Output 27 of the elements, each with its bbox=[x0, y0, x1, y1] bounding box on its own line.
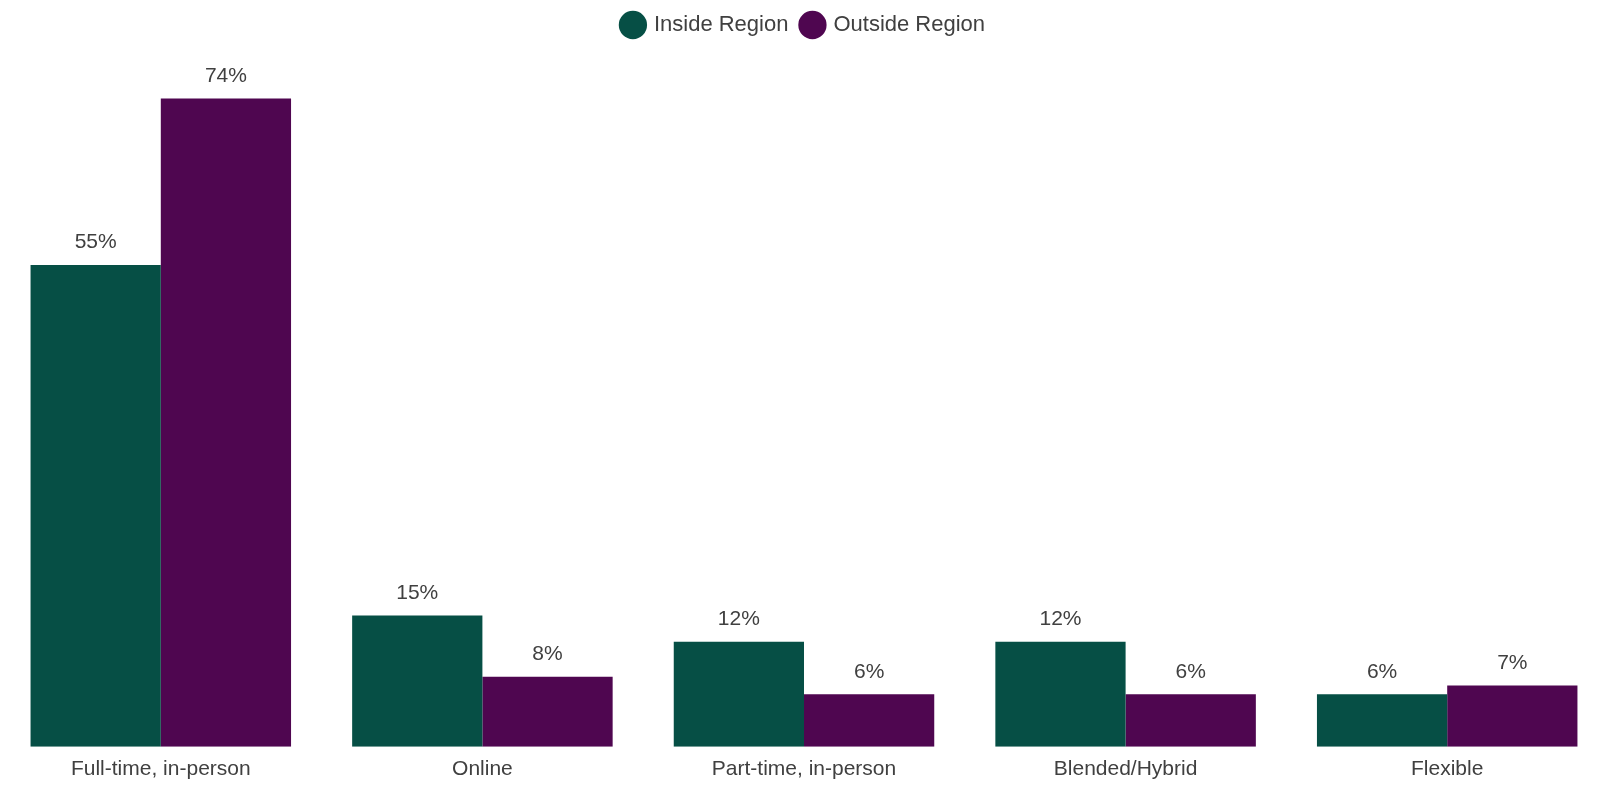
x-tick-label: Blended/Hybrid bbox=[1053, 756, 1198, 780]
data-label: 55% bbox=[74, 229, 117, 253]
data-label: 15% bbox=[396, 579, 439, 603]
data-label: 7% bbox=[1497, 649, 1528, 673]
data-label: 12% bbox=[1039, 605, 1082, 629]
bar bbox=[352, 615, 483, 747]
bar bbox=[995, 641, 1126, 747]
bar bbox=[30, 265, 161, 747]
x-tick-label: Full-time, in-person bbox=[70, 756, 251, 780]
bar bbox=[160, 98, 292, 747]
x-tick-label: Online bbox=[452, 756, 513, 780]
data-label: 12% bbox=[717, 605, 760, 629]
bar bbox=[1447, 685, 1578, 747]
bar bbox=[482, 676, 613, 747]
legend-label: Inside Region bbox=[653, 11, 789, 37]
bar bbox=[673, 641, 804, 747]
data-label: 74% bbox=[204, 62, 247, 86]
x-tick-label: Part-time, in-person bbox=[711, 756, 897, 780]
legend-label: Outside Region bbox=[833, 11, 986, 37]
bar bbox=[1316, 694, 1448, 747]
bar bbox=[804, 694, 935, 747]
data-label: 6% bbox=[853, 658, 885, 682]
data-label: 8% bbox=[532, 641, 563, 665]
data-label: 6% bbox=[1366, 658, 1398, 682]
x-tick-label: Flexible bbox=[1411, 756, 1484, 780]
bar bbox=[1125, 694, 1256, 747]
data-label: 6% bbox=[1175, 658, 1206, 682]
